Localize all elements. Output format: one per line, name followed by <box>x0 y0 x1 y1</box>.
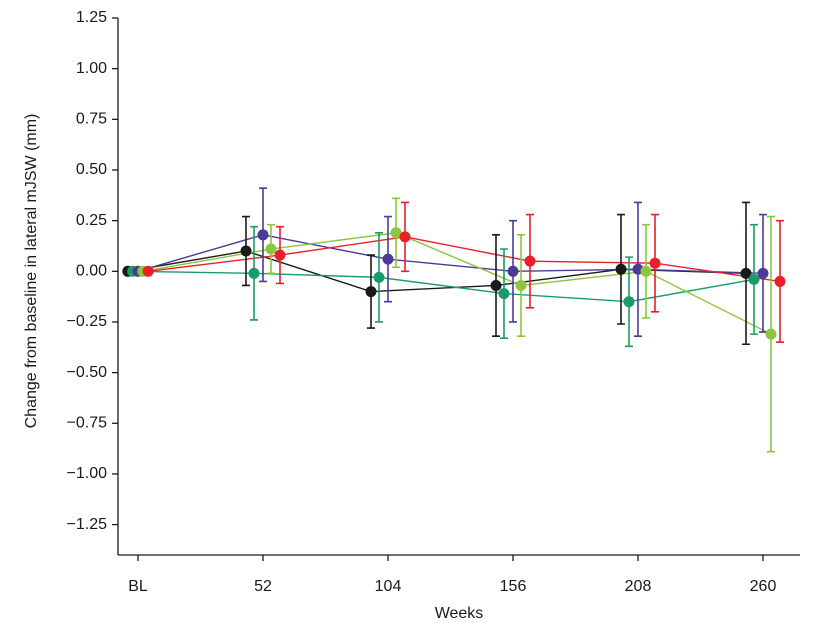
data-point <box>640 265 652 277</box>
x-tick-label: 208 <box>625 578 652 595</box>
y-axis-label: Change from baseline in lateral mJSW (mm… <box>23 114 40 429</box>
y-tick-label: 0.75 <box>76 111 107 128</box>
x-tick-label: BL <box>128 578 148 595</box>
data-point <box>524 255 536 267</box>
x-tick-label: 260 <box>750 578 777 595</box>
data-point <box>748 273 760 285</box>
series-line <box>137 234 764 275</box>
x-tick-label: 52 <box>254 578 272 595</box>
y-tick-label: −1.25 <box>67 516 108 533</box>
data-point <box>507 265 519 277</box>
y-tick-label: −0.25 <box>67 313 108 330</box>
data-point <box>257 229 269 241</box>
y-tick-label: 0.50 <box>76 161 107 178</box>
y-tick-label: 0.00 <box>76 263 107 280</box>
data-point <box>265 243 277 255</box>
y-tick-label: 1.25 <box>76 9 107 26</box>
data-point <box>740 267 752 279</box>
y-tick-label: 0.25 <box>76 212 107 229</box>
series-line <box>142 232 772 335</box>
data-point <box>399 231 411 243</box>
data-point <box>774 275 786 287</box>
data-point <box>649 257 661 269</box>
data-point <box>623 296 635 308</box>
y-tick-label: −0.50 <box>67 364 108 381</box>
data-point <box>765 328 777 340</box>
data-point <box>498 288 510 300</box>
data-point <box>515 279 527 291</box>
series-line <box>148 236 781 283</box>
data-point <box>490 279 502 291</box>
x-tick-label: 104 <box>375 578 402 595</box>
data-point <box>274 249 286 261</box>
y-tick-label: −0.75 <box>67 415 108 432</box>
x-axis-label: Weeks <box>435 605 484 622</box>
data-point <box>248 267 260 279</box>
y-tick-label: −1.00 <box>67 465 108 482</box>
series-line <box>132 270 755 303</box>
data-point <box>365 286 377 298</box>
data-point <box>757 267 769 279</box>
data-point <box>142 265 154 277</box>
data-point <box>373 271 385 283</box>
y-tick-label: 1.00 <box>76 60 107 77</box>
x-tick-label: 156 <box>500 578 527 595</box>
data-point <box>615 263 627 275</box>
data-point <box>240 245 252 257</box>
data-point <box>382 253 394 265</box>
data-point <box>390 227 402 239</box>
